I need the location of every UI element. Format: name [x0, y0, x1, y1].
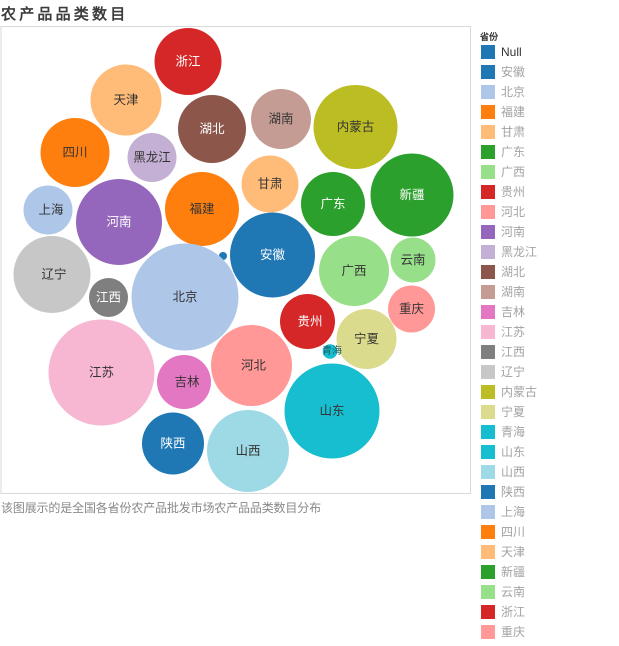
svg-text:广西: 广西	[341, 264, 366, 278]
svg-text:辽宁: 辽宁	[41, 267, 66, 282]
svg-text:青海: 青海	[322, 344, 342, 357]
svg-text:贵州: 贵州	[297, 315, 322, 329]
svg-text:上海: 上海	[38, 202, 64, 217]
svg-text:山西: 山西	[235, 444, 260, 458]
svg-text:陕西: 陕西	[160, 436, 185, 451]
svg-text:天津: 天津	[113, 93, 138, 107]
svg-text:浙江: 浙江	[175, 54, 200, 69]
svg-text:山东: 山东	[319, 404, 344, 418]
svg-text:甘肃: 甘肃	[257, 177, 282, 191]
svg-text:河南: 河南	[106, 214, 131, 229]
svg-text:宁夏: 宁夏	[354, 331, 380, 346]
svg-text:江苏: 江苏	[89, 365, 114, 380]
svg-text:内蒙古: 内蒙古	[337, 119, 375, 134]
svg-text:吉林: 吉林	[174, 375, 200, 389]
svg-text:北京: 北京	[172, 290, 197, 304]
svg-text:四川: 四川	[62, 146, 87, 160]
svg-text:湖南: 湖南	[268, 111, 293, 126]
svg-text:江西: 江西	[96, 291, 121, 305]
svg-text:广东: 广东	[320, 197, 345, 211]
svg-text:河北: 河北	[241, 359, 267, 373]
svg-text:湖北: 湖北	[199, 121, 225, 136]
svg-text:重庆: 重庆	[399, 301, 425, 316]
svg-text:云南: 云南	[400, 252, 425, 267]
svg-text:安徽: 安徽	[260, 247, 286, 262]
svg-text:福建: 福建	[189, 201, 215, 216]
svg-text:新疆: 新疆	[399, 187, 424, 202]
svg-text:黑龙江: 黑龙江	[133, 151, 171, 165]
